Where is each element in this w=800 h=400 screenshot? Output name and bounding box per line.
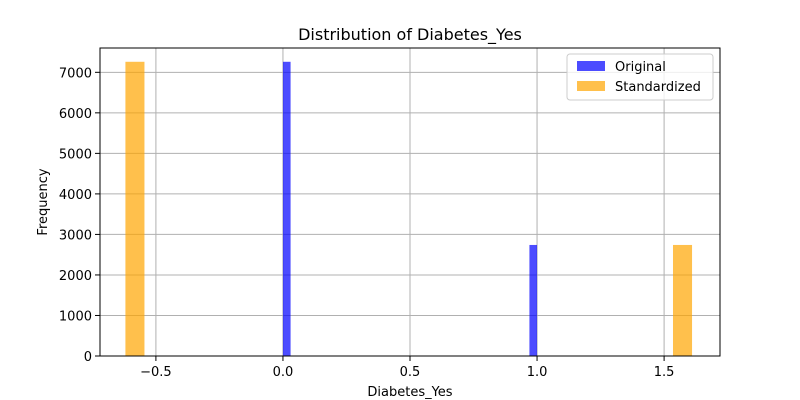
bar-standardized-0 bbox=[125, 61, 145, 357]
y-tick-label: 2000 bbox=[59, 269, 92, 284]
bar-original-1 bbox=[529, 244, 538, 356]
legend-label-standardized: Standardized bbox=[615, 80, 701, 95]
y-tick-label: 6000 bbox=[59, 107, 92, 122]
y-tick-label: 4000 bbox=[59, 188, 92, 203]
chart-title: Distribution of Diabetes_Yes bbox=[298, 25, 522, 45]
x-tick-label: 1.5 bbox=[654, 365, 675, 380]
x-tick-label: 0.0 bbox=[273, 365, 294, 380]
x-tick-label: 1.0 bbox=[527, 365, 548, 380]
legend-swatch-original bbox=[577, 61, 605, 71]
y-tick-label: 7000 bbox=[59, 66, 92, 81]
x-tick-label: 0.5 bbox=[400, 365, 421, 380]
y-tick-label: 5000 bbox=[59, 147, 92, 162]
bar-standardized-1 bbox=[672, 244, 693, 356]
legend-label-original: Original bbox=[615, 60, 666, 75]
y-axis-ticks: 0 1000 2000 3000 4000 5000 6000 7000 bbox=[59, 66, 100, 365]
x-tick-label: −0.5 bbox=[140, 365, 172, 380]
y-axis-label: Frequency bbox=[36, 168, 51, 235]
x-axis-label: Diabetes_Yes bbox=[367, 385, 452, 400]
x-axis-ticks: −0.5 0.0 0.5 1.0 1.5 bbox=[140, 356, 674, 380]
bar-original-0 bbox=[282, 61, 291, 357]
y-tick-label: 0 bbox=[84, 350, 92, 365]
y-tick-label: 1000 bbox=[59, 309, 92, 324]
y-tick-label: 3000 bbox=[59, 228, 92, 243]
legend: Original Standardized bbox=[566, 53, 714, 101]
grid-lines bbox=[100, 48, 720, 357]
bars bbox=[125, 61, 693, 357]
legend-swatch-standardized bbox=[577, 81, 605, 91]
